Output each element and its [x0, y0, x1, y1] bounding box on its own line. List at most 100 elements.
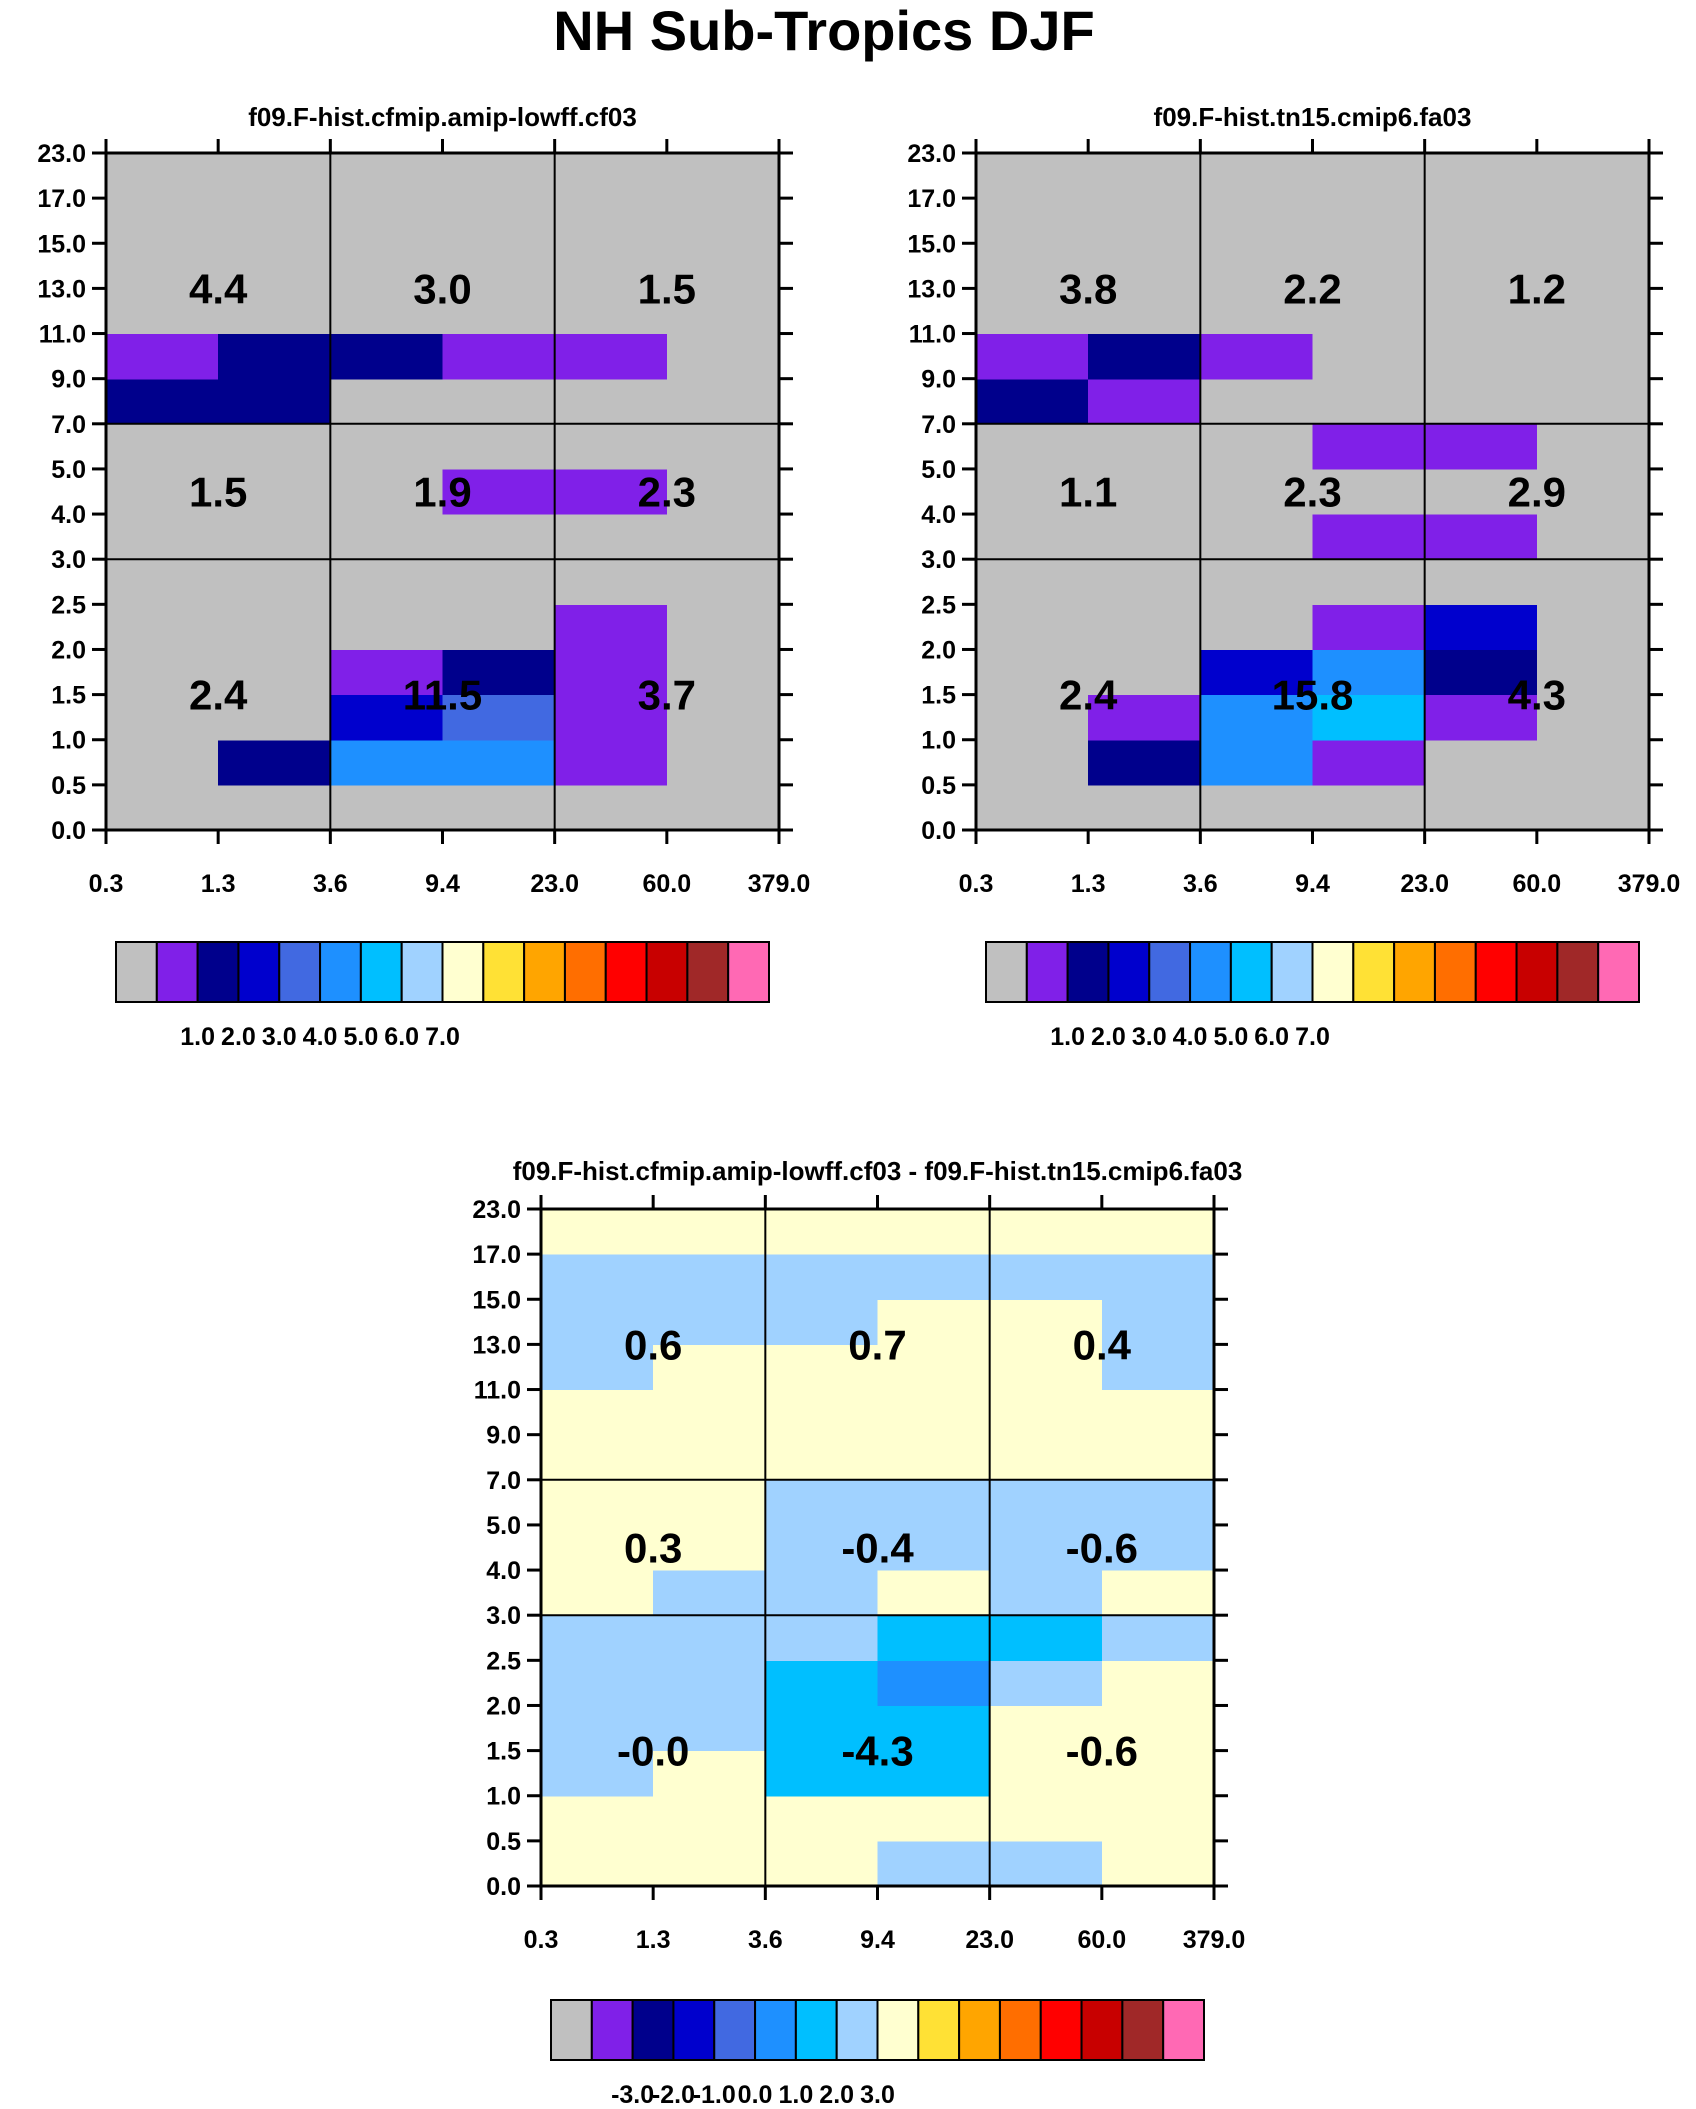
colorbar: 1.0 2.0 3.0 4.0 5.0 6.0 7.0 [115, 941, 770, 1051]
heatmap-cell [989, 1389, 1103, 1436]
heatmap-cell [330, 198, 444, 244]
y-tick-label: 5.0 [486, 1512, 521, 1540]
heatmap-cells [976, 153, 1650, 831]
heatmap-cell [666, 559, 780, 605]
colorbar-swatch [1107, 941, 1151, 1003]
heatmap-cell [442, 378, 556, 425]
heatmap-cell [330, 514, 444, 560]
colorbar-swatch [631, 1999, 675, 2061]
colorbar-swatch [1270, 941, 1314, 1003]
heatmap-cell [218, 649, 331, 696]
heatmap-cell [106, 198, 219, 244]
y-tick-label: 9.0 [921, 366, 956, 394]
heatmap-cell [1536, 153, 1650, 199]
y-tick-label: 2.5 [921, 591, 956, 619]
colorbar-swatch [727, 941, 770, 1003]
colorbar-tick-label: 6.0 [1254, 1023, 1289, 1051]
heatmap-cell [554, 378, 668, 425]
y-tick-label: 4.0 [921, 501, 956, 529]
heatmap-cell [442, 198, 556, 244]
heatmap-cell [653, 1795, 766, 1842]
heatmap-cell [1536, 739, 1650, 786]
y-tick-label: 13.0 [37, 275, 86, 303]
heatmap-cell [554, 333, 668, 380]
heatmap-cell [1088, 423, 1201, 470]
colorbar-swatch [319, 941, 362, 1003]
heatmap-cell [976, 243, 1089, 289]
heatmap-cell [1312, 739, 1426, 786]
group-value-label: 1.5 [638, 265, 696, 312]
chart-panel-2: f09.F-hist.tn15.cmip6.fa03 0.0 0.5 1.0 1.5 2.… [907, 102, 1680, 1051]
colorbar-swatch [713, 1999, 757, 2061]
heatmap-cell [554, 468, 668, 515]
colorbar-swatch [1311, 941, 1355, 1003]
heatmap-cell [1536, 784, 1650, 831]
y-tick-label: 2.0 [51, 636, 86, 664]
colorbar-tick-label: 0.0 [738, 2081, 773, 2109]
colorbar-swatch [1162, 1999, 1205, 2061]
y-tick-label: 23.0 [37, 140, 86, 168]
heatmap-cell [1101, 1524, 1215, 1571]
heatmap-cell [541, 1389, 654, 1436]
heatmap-cell [765, 1479, 879, 1526]
heatmap-cell [877, 1299, 991, 1345]
heatmap-cell [218, 514, 331, 560]
group-values: 2.4 11.5 3.7 1.5 1.9 2.3 4.4 3.0 1.5 [189, 265, 696, 718]
heatmap-cell [1424, 333, 1538, 380]
heatmap-cell [877, 1254, 991, 1300]
heatmap-cell [1088, 153, 1201, 199]
heatmap-cell [1088, 468, 1201, 515]
x-tick-label: 9.4 [1295, 870, 1330, 898]
colorbar-swatch [1121, 1999, 1165, 2061]
group-value-label: 2.4 [189, 672, 248, 719]
heatmap-cell [976, 333, 1089, 380]
x-tick-label: 0.3 [89, 870, 124, 898]
y-tick-label: 5.0 [921, 456, 956, 484]
heatmap-cell [666, 423, 780, 470]
colorbar-swatch [278, 941, 322, 1003]
group-value-label: 0.4 [1073, 1321, 1132, 1368]
colorbar-swatch [1597, 941, 1640, 1003]
colorbar-swatch [359, 941, 403, 1003]
heatmap-cell [1312, 694, 1426, 741]
y-tick-label: 7.0 [921, 411, 956, 439]
heatmap-cells [106, 153, 780, 831]
y-tick-label: 1.0 [486, 1783, 521, 1811]
colorbar-swatch [645, 941, 689, 1003]
panel-title: f09.F-hist.tn15.cmip6.fa03 [1154, 102, 1472, 132]
group-value-label: 2.3 [1283, 469, 1341, 516]
heatmap-cell [666, 198, 780, 244]
heatmap-cell [330, 739, 444, 786]
heatmap-cell [976, 378, 1089, 425]
heatmap-cell [106, 378, 219, 425]
heatmap-cell [877, 1344, 991, 1391]
heatmap-cell [1536, 288, 1650, 335]
heatmap-cell [106, 243, 219, 289]
colorbar-swatch [1556, 941, 1600, 1003]
group-value-label: -0.6 [1066, 1728, 1138, 1775]
heatmap-cell [653, 1570, 766, 1616]
heatmap-cell [554, 243, 668, 289]
panel-title: f09.F-hist.cfmip.amip-lowff.cf03 - f09.F… [513, 1156, 1243, 1186]
heatmap-cell [554, 694, 668, 741]
heatmap-cell [653, 1344, 766, 1391]
heatmap-cell [765, 1660, 879, 1707]
x-tick-label: 60.0 [642, 870, 691, 898]
heatmap-cell [1536, 243, 1650, 289]
heatmap-cell [218, 784, 331, 831]
group-value-label: 0.6 [624, 1321, 682, 1368]
heatmap-cell [106, 153, 219, 199]
heatmap-cell [218, 468, 331, 515]
heatmap-cell [976, 784, 1089, 831]
colorbar-swatch [155, 941, 199, 1003]
heatmap-cell [541, 1705, 654, 1752]
heatmap-cell [653, 1750, 766, 1797]
colorbar-tick-label: 3.0 [262, 1023, 297, 1051]
heatmap-cell [1101, 1389, 1215, 1436]
heatmap-cell [106, 514, 219, 560]
heatmap-cell [877, 1660, 991, 1707]
y-tick-label: 0.5 [51, 772, 86, 800]
heatmap-cell [218, 243, 331, 289]
heatmap-cell [653, 1254, 766, 1300]
x-tick-label: 379.0 [1183, 1926, 1246, 1954]
